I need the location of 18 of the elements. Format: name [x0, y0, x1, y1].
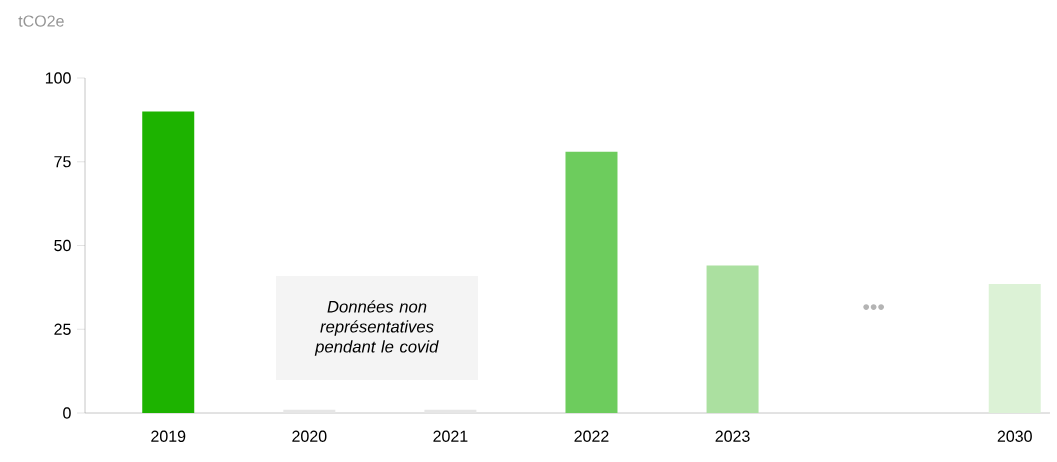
bar	[706, 265, 759, 413]
x-tick-label: 2023	[715, 430, 750, 442]
y-tick-label: 0	[63, 407, 71, 419]
x-tick-label: 2020	[292, 430, 327, 442]
y-tick-label: 50	[54, 239, 71, 252]
x-tick-label: 2021	[433, 430, 468, 442]
bar	[988, 284, 1041, 413]
y-tick-label: 75	[54, 156, 71, 168]
x-tick-label: 2019	[151, 430, 186, 442]
annotation: •••	[863, 304, 885, 310]
x-tick-label: 2022	[574, 430, 609, 442]
bar	[565, 151, 618, 413]
bar	[142, 111, 195, 413]
annotation: Données non représentatives pendant le covid	[314, 300, 439, 356]
x-tick-label: 2030	[997, 430, 1032, 442]
y-axis-title: tCO2e	[18, 15, 64, 27]
y-tick-label: 100	[45, 72, 71, 84]
y-tick-label: 25	[54, 323, 71, 335]
